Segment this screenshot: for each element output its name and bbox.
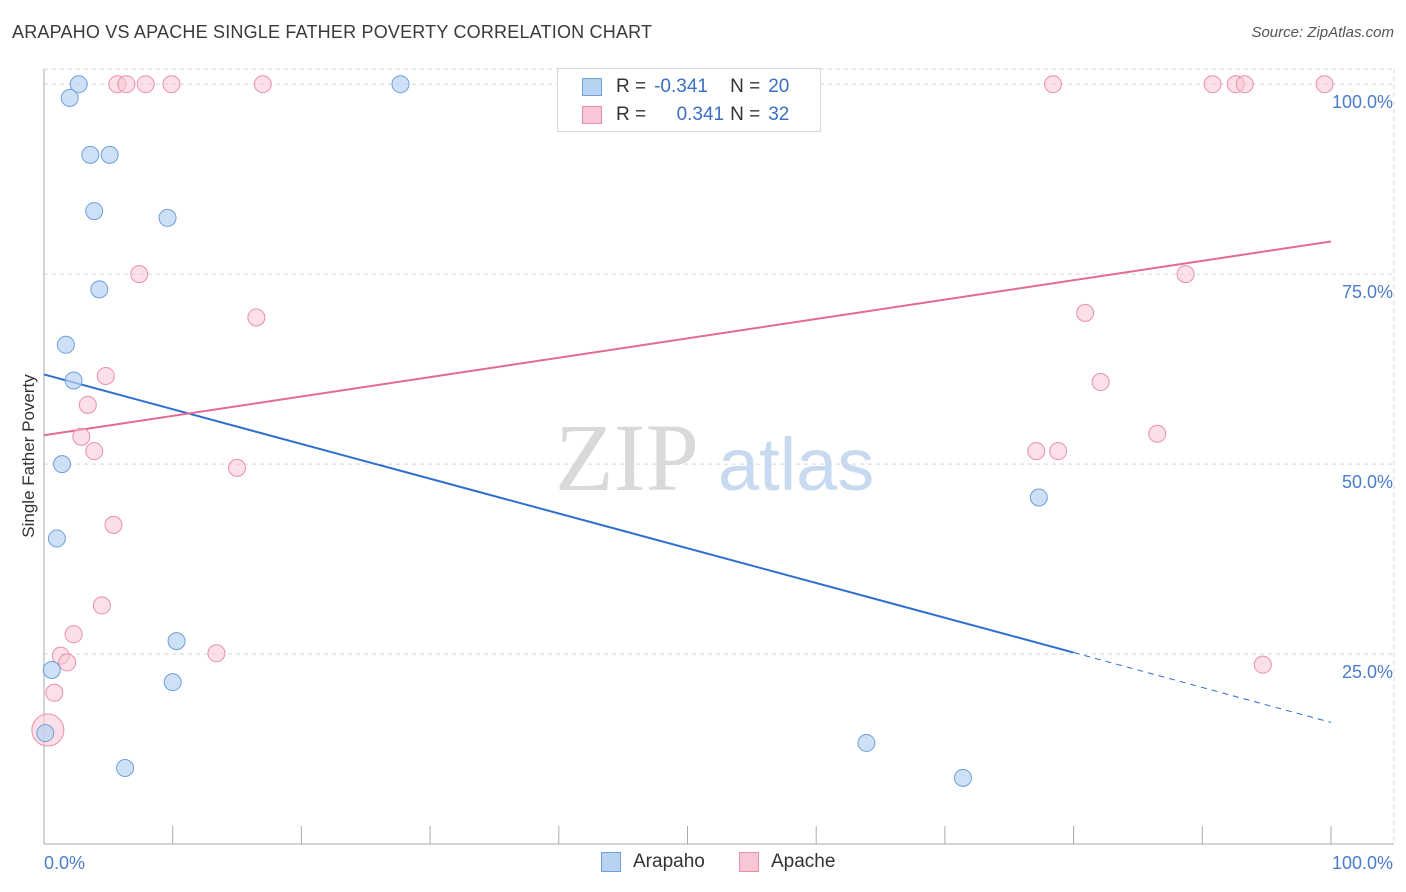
apache-point bbox=[78, 395, 97, 414]
y-tick-label: 100.0% bbox=[1332, 92, 1393, 112]
y-tick-label: 50.0% bbox=[1342, 472, 1393, 492]
arapaho-point bbox=[60, 88, 79, 107]
axis-labels: 25.0% 50.0% 75.0% 100.0% 0.0% 100.0% bbox=[44, 92, 1393, 873]
arapaho-point bbox=[90, 280, 109, 299]
apache-point bbox=[1315, 75, 1334, 94]
legend-item-arapaho[interactable]: Arapaho bbox=[601, 851, 705, 873]
apache-point bbox=[104, 515, 123, 534]
apache-point bbox=[162, 75, 181, 94]
apache-trend-line bbox=[43, 240, 1332, 437]
y-tick-label: 75.0% bbox=[1342, 282, 1393, 302]
apache-point bbox=[1253, 655, 1272, 674]
apache-point bbox=[1148, 424, 1167, 443]
apache-point bbox=[253, 75, 272, 94]
arapaho-point bbox=[391, 75, 410, 94]
watermark-zip: ZIP bbox=[555, 404, 699, 511]
arapaho-point bbox=[1029, 488, 1048, 507]
arapaho-point bbox=[81, 145, 100, 164]
x-tick-label: 0.0% bbox=[44, 853, 85, 873]
arapaho-point bbox=[53, 455, 72, 474]
legend-n-value: 32 bbox=[768, 104, 790, 125]
apache-point bbox=[1044, 75, 1063, 94]
legend-r-label: R = bbox=[616, 104, 647, 125]
arapaho-point bbox=[953, 768, 972, 787]
legend-n-label: N = bbox=[730, 76, 761, 97]
apache-point bbox=[1203, 75, 1222, 94]
apache-point bbox=[72, 427, 91, 446]
apache-point bbox=[1235, 75, 1254, 94]
trend-lines bbox=[43, 240, 1332, 723]
series-legend: Arapaho Apache bbox=[0, 851, 1406, 879]
apache-point bbox=[58, 653, 77, 672]
arapaho-point bbox=[47, 529, 66, 548]
arapaho-point bbox=[36, 724, 55, 743]
arapaho-point bbox=[85, 202, 104, 221]
legend-n-label: N = bbox=[730, 104, 761, 125]
x-tick-label: 100.0% bbox=[1332, 853, 1393, 873]
legend-row-arapaho: R = -0.341 N = 20 bbox=[582, 74, 789, 100]
arapaho-point bbox=[64, 371, 83, 390]
legend-item-apache[interactable]: Apache bbox=[739, 851, 835, 873]
apache-point bbox=[1076, 303, 1095, 322]
arapaho-point bbox=[116, 759, 135, 778]
apache-point bbox=[228, 458, 247, 477]
arapaho-point bbox=[163, 673, 182, 692]
legend-label-apache: Apache bbox=[771, 851, 836, 872]
arapaho-point bbox=[56, 335, 75, 354]
source-credit: Source: ZipAtlas.com bbox=[1251, 24, 1394, 41]
arapaho-point bbox=[158, 208, 177, 227]
arapaho-point bbox=[857, 733, 876, 752]
arapaho-swatch bbox=[582, 78, 602, 96]
arapaho-trend-line bbox=[43, 373, 1074, 654]
legend-row-apache: R = 0.341 N = 32 bbox=[582, 102, 789, 128]
legend-n-value: 20 bbox=[768, 76, 790, 97]
apache-point bbox=[247, 308, 266, 327]
apache-point bbox=[64, 625, 83, 644]
apache-point bbox=[1027, 442, 1046, 461]
legend-r-label: R = bbox=[616, 76, 647, 97]
legend-r-value: 0.341 bbox=[676, 104, 725, 125]
apache-point bbox=[136, 75, 155, 94]
chart-title: ARAPAHO VS APACHE SINGLE FATHER POVERTY … bbox=[12, 22, 653, 42]
apache-point bbox=[85, 442, 104, 461]
watermark-atlas: atlas bbox=[718, 423, 874, 506]
apache-point bbox=[45, 683, 64, 702]
apache-point bbox=[117, 75, 136, 94]
watermark: ZIP atlas bbox=[555, 404, 874, 511]
apache-point bbox=[1049, 442, 1068, 461]
legend-label-arapaho: Arapaho bbox=[633, 851, 705, 872]
apache-point bbox=[96, 366, 115, 385]
apache-point bbox=[130, 265, 149, 284]
legend-r-value: -0.341 bbox=[654, 76, 708, 97]
arapaho-point bbox=[69, 75, 88, 94]
apache-point bbox=[1091, 373, 1110, 392]
arapaho-trend-extension bbox=[1073, 652, 1332, 723]
apache-point bbox=[1176, 265, 1195, 284]
arapaho-point bbox=[167, 632, 186, 651]
apache-point bbox=[207, 644, 226, 663]
apache-legend-swatch bbox=[739, 852, 759, 872]
apache-point bbox=[92, 596, 111, 615]
arapaho-legend-swatch bbox=[601, 852, 621, 872]
arapaho-point bbox=[42, 661, 61, 680]
correlation-legend: R = -0.341 N = 20 R = 0.341 N = 32 bbox=[557, 68, 821, 132]
data-points bbox=[31, 75, 1334, 787]
apache-swatch bbox=[582, 106, 602, 124]
y-tick-label: 25.0% bbox=[1342, 662, 1393, 682]
y-axis-label: Single Father Poverty bbox=[19, 374, 38, 538]
arapaho-point bbox=[100, 145, 119, 164]
